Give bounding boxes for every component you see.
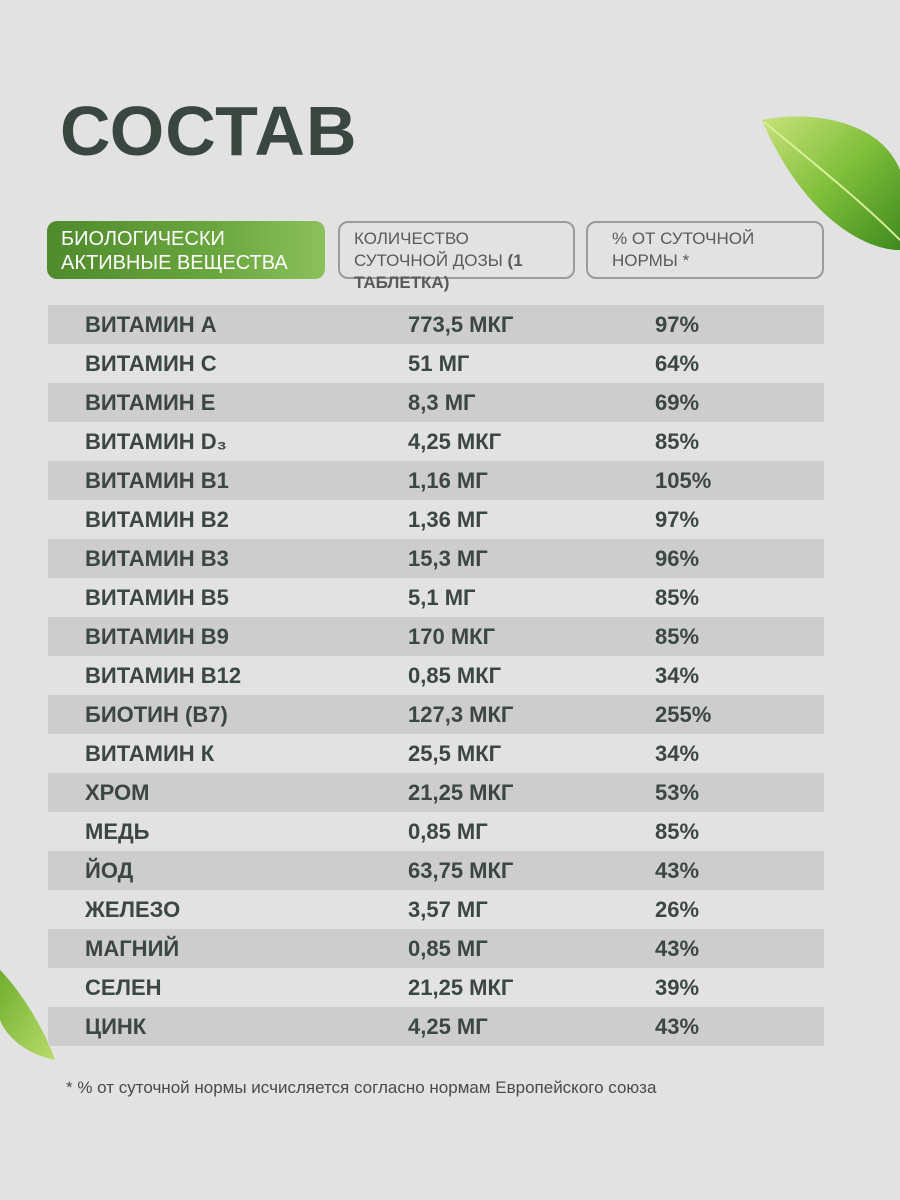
table-row: МАГНИЙ 0,85 МГ 43% <box>48 929 824 968</box>
substance-name: ВИТАМИН D₃ <box>85 428 227 454</box>
daily-dose-amount: 773,5 МКГ <box>408 311 514 337</box>
table-row: СЕЛЕН 21,25 МКГ 39% <box>48 968 824 1007</box>
substance-name: ЙОД <box>85 857 134 883</box>
table-row: МЕДЬ 0,85 МГ 85% <box>48 812 824 851</box>
header-quantity: КОЛИЧЕСТВО СУТОЧНОЙ ДОЗЫ (1 ТАБЛЕТКА) <box>338 221 575 292</box>
table-row: ХРОМ 21,25 МКГ 53% <box>48 773 824 812</box>
table-row: ВИТАМИН В12 0,85 МКГ 34% <box>48 656 824 695</box>
table-row: ВИТАМИН А 773,5 МКГ 97% <box>48 305 824 344</box>
substance-name: ХРОМ <box>85 779 150 805</box>
daily-norm-percent: 64% <box>655 350 700 376</box>
daily-dose-amount: 8,3 МГ <box>408 389 476 415</box>
header-percent-label: % ОТ СУТОЧНОЙ НОРМЫ * <box>612 229 755 270</box>
daily-dose-amount: 21,25 МКГ <box>408 974 514 1000</box>
daily-norm-percent: 34% <box>655 662 700 688</box>
footnote: * % от суточной нормы исчисляется соглас… <box>66 1078 657 1097</box>
substance-name: СЕЛЕН <box>85 974 162 1000</box>
table-row: ВИТАМИН В2 1,36 МГ 97% <box>48 500 824 539</box>
daily-dose-amount: 4,25 МКГ <box>408 428 502 454</box>
substance-name: ВИТАМИН В2 <box>85 506 229 532</box>
daily-dose-amount: 21,25 МКГ <box>408 779 514 805</box>
daily-norm-percent: 255% <box>655 701 712 727</box>
substance-name: ВИТАМИН В3 <box>85 545 229 571</box>
table-row: ВИТАМИН С 51 МГ 64% <box>48 344 824 383</box>
daily-norm-percent: 105% <box>655 467 712 493</box>
daily-norm-percent: 69% <box>655 389 700 415</box>
daily-norm-percent: 97% <box>655 311 700 337</box>
daily-norm-percent: 53% <box>655 779 700 805</box>
substance-name: БИОТИН (В7) <box>85 701 228 727</box>
composition-table: ВИТАМИН А 773,5 МКГ 97% ВИТАМИН С 51 МГ 64% ВИ… <box>48 305 824 1046</box>
daily-norm-percent: 85% <box>655 623 700 649</box>
daily-norm-percent: 97% <box>655 506 700 532</box>
page-title: СОСТАВ <box>60 92 358 170</box>
table-row: ВИТАМИН К 25,5 МКГ 34% <box>48 734 824 773</box>
daily-norm-percent: 43% <box>655 1013 700 1039</box>
header-quantity-bold: (1 ТАБЛЕТКА) <box>354 251 523 292</box>
daily-dose-amount: 3,57 МГ <box>408 896 488 922</box>
daily-dose-amount: 63,75 МКГ <box>408 857 514 883</box>
daily-dose-amount: 4,25 МГ <box>408 1013 488 1039</box>
table-row: ВИТАМИН В3 15,3 МГ 96% <box>48 539 824 578</box>
substance-name: ВИТАМИН В9 <box>85 623 229 649</box>
daily-dose-amount: 0,85 МГ <box>408 818 488 844</box>
daily-dose-amount: 15,3 МГ <box>408 545 488 571</box>
leaf-top-right-image <box>762 116 900 250</box>
daily-dose-amount: 1,16 МГ <box>408 467 488 493</box>
substance-name: МАГНИЙ <box>85 935 180 961</box>
substance-name: ВИТАМИН Е <box>85 389 216 415</box>
substance-name: ЦИНК <box>85 1013 147 1039</box>
leaf-bottom-left-image <box>0 970 55 1060</box>
daily-dose-amount: 0,85 МКГ <box>408 662 502 688</box>
daily-norm-percent: 43% <box>655 935 700 961</box>
table-row: БИОТИН (В7) 127,3 МКГ 255% <box>48 695 824 734</box>
daily-norm-percent: 85% <box>655 818 700 844</box>
daily-dose-amount: 127,3 МКГ <box>408 701 514 727</box>
table-row: ЦИНК 4,25 МГ 43% <box>48 1007 824 1046</box>
table-row: ВИТАМИН В9 170 МКГ 85% <box>48 617 824 656</box>
daily-norm-percent: 26% <box>655 896 700 922</box>
substance-name: ВИТАМИН В1 <box>85 467 229 493</box>
daily-dose-amount: 51 МГ <box>408 350 470 376</box>
table-row: ВИТАМИН В1 1,16 МГ 105% <box>48 461 824 500</box>
table-row: ВИТАМИН В5 5,1 МГ 85% <box>48 578 824 617</box>
header-substances-label: БИОЛОГИЧЕСКИ АКТИВНЫЕ ВЕЩЕСТВА <box>61 228 288 274</box>
daily-norm-percent: 34% <box>655 740 700 766</box>
daily-norm-percent: 85% <box>655 584 700 610</box>
daily-norm-percent: 43% <box>655 857 700 883</box>
daily-norm-percent: 85% <box>655 428 700 454</box>
header-quantity-label: КОЛИЧЕСТВО СУТОЧНОЙ ДОЗЫ <box>354 229 503 270</box>
substance-name: ВИТАМИН В12 <box>85 662 242 688</box>
daily-norm-percent: 39% <box>655 974 700 1000</box>
daily-dose-amount: 1,36 МГ <box>408 506 488 532</box>
table-row: ЖЕЛЕЗО 3,57 МГ 26% <box>48 890 824 929</box>
substance-name: ВИТАМИН В5 <box>85 584 229 610</box>
substance-name: ВИТАМИН К <box>85 740 215 766</box>
table-row: ВИТАМИН D₃ 4,25 МКГ 85% <box>48 422 824 461</box>
substance-name: МЕДЬ <box>85 818 150 844</box>
header-percent: % ОТ СУТОЧНОЙ НОРМЫ * <box>586 221 824 279</box>
daily-dose-amount: 25,5 МКГ <box>408 740 502 766</box>
table-row: ЙОД 63,75 МКГ 43% <box>48 851 824 890</box>
daily-norm-percent: 96% <box>655 545 700 571</box>
daily-dose-amount: 5,1 МГ <box>408 584 476 610</box>
substance-name: ВИТАМИН С <box>85 350 217 376</box>
daily-dose-amount: 170 МКГ <box>408 623 496 649</box>
substance-name: ВИТАМИН А <box>85 311 217 337</box>
table-row: ВИТАМИН Е 8,3 МГ 69% <box>48 383 824 422</box>
substance-name: ЖЕЛЕЗО <box>85 896 181 922</box>
daily-dose-amount: 0,85 МГ <box>408 935 488 961</box>
header-substances: БИОЛОГИЧЕСКИ АКТИВНЫЕ ВЕЩЕСТВА <box>47 221 325 279</box>
